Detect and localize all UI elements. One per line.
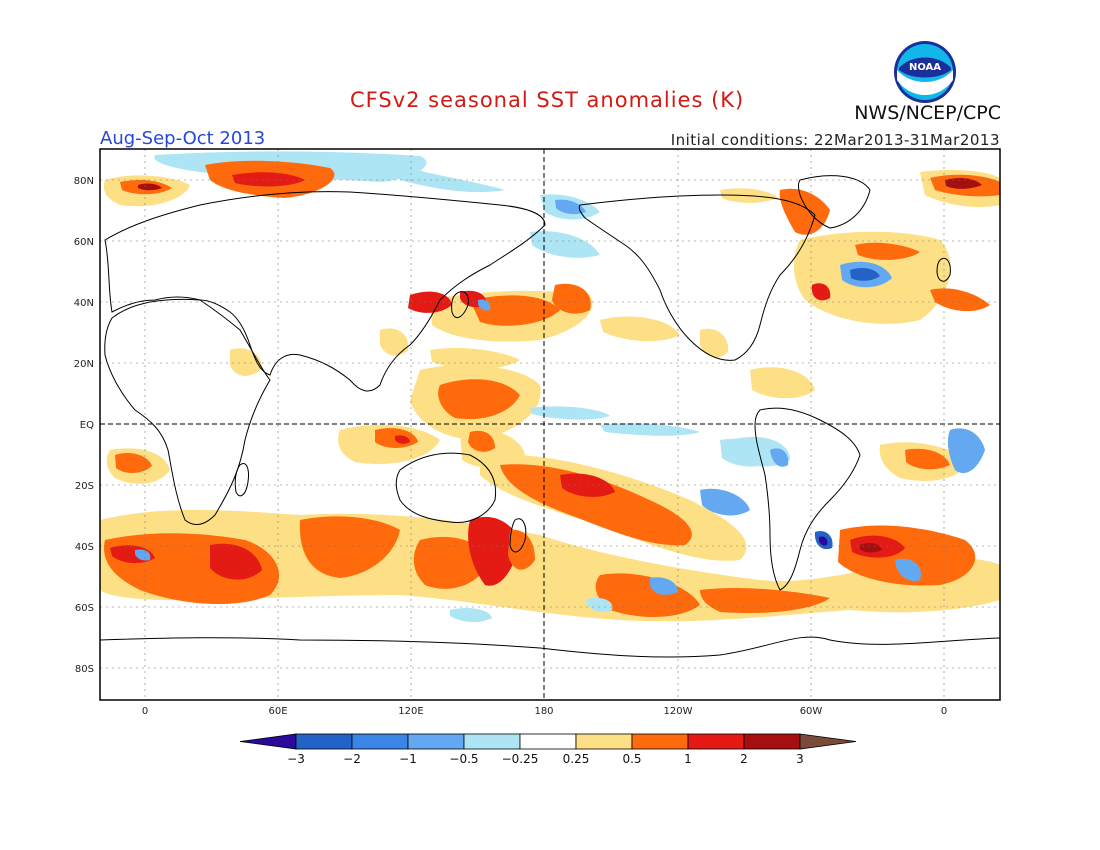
- lat-label: 20S: [75, 481, 94, 492]
- colorbar-upper-triangle: [799, 733, 857, 750]
- japan-outline: [451, 291, 469, 319]
- colorbar-label: 2: [740, 752, 748, 766]
- colorbar-segment: [687, 733, 745, 750]
- coastlines: [100, 175, 1000, 658]
- lon-label: 60E: [268, 706, 287, 717]
- lat-label: 20N: [74, 359, 94, 370]
- lon-label: 60W: [800, 706, 823, 717]
- lon-label: 120W: [664, 706, 693, 717]
- australia-outline: [395, 452, 497, 524]
- longitude-labels: 0 60E 120E 180 120W 60W 0: [142, 706, 947, 717]
- lon-label: 180: [534, 706, 553, 717]
- colorbar-segment: [631, 733, 689, 750]
- south-america-outline: [754, 407, 861, 591]
- reference-lines: [100, 149, 1000, 700]
- africa-outline: [104, 298, 271, 526]
- lon-label: 0: [142, 706, 148, 717]
- lat-label: 40S: [75, 542, 94, 553]
- initial-conditions-label: Initial conditions: 22Mar2013-31Mar2013: [670, 131, 1000, 149]
- lon-label: 0: [941, 706, 947, 717]
- lat-label: 80N: [74, 176, 94, 187]
- colorbar-segment: [295, 733, 353, 750]
- antarctica-outline: [100, 636, 1000, 658]
- lat-label: 60N: [74, 237, 94, 248]
- colorbar-label: 0.5: [622, 752, 641, 766]
- agency-label: NWS/NCEP/CPC: [854, 102, 1001, 124]
- noaa-logo: NOAA: [894, 41, 956, 103]
- colorbar-label: −0.25: [502, 752, 539, 766]
- colorbar-segment: [575, 733, 633, 750]
- colorbar-segment: [407, 733, 465, 750]
- lat-label: 60S: [75, 603, 94, 614]
- graticule: [100, 149, 1000, 700]
- lon-label: 120E: [398, 706, 423, 717]
- madagascar-outline: [234, 463, 249, 497]
- south-pacific-southern-warm: [595, 573, 700, 617]
- colorbar-label: 1: [684, 752, 692, 766]
- colorbar-label: −1: [399, 752, 417, 766]
- lat-label: EQ: [80, 420, 94, 431]
- colorbar-label: −2: [343, 752, 361, 766]
- greenland-outline: [798, 175, 871, 229]
- north-america-outline: [578, 194, 816, 361]
- colorbar: −3 −2 −1 −0.5 −0.25 0.25 0.5 1 2 3: [239, 733, 857, 766]
- lat-label: 40N: [74, 298, 94, 309]
- map-frame: [99, 148, 1001, 701]
- latitude-labels: 80N 60N 40N 20N EQ 20S 40S 60S 80S: [74, 176, 94, 675]
- colorbar-label: 3: [796, 752, 804, 766]
- colorbar-segment: [463, 733, 521, 750]
- colorbar-label: −0.5: [449, 752, 478, 766]
- colorbar-lower-triangle: [239, 733, 297, 750]
- colorbar-label: 0.25: [563, 752, 590, 766]
- colorbar-label: −3: [287, 752, 305, 766]
- britain-outline: [936, 257, 951, 282]
- colorbar-segment: [351, 733, 409, 750]
- lat-label: 80S: [75, 664, 94, 675]
- colorbar-segment: [519, 733, 577, 750]
- eurasia-outline: [104, 191, 546, 392]
- noaa-logo-text: NOAA: [909, 62, 941, 73]
- new-zealand-outline: [509, 518, 527, 553]
- map-title: CFSv2 seasonal SST anomalies (K): [350, 88, 745, 112]
- colorbar-segment: [743, 733, 801, 750]
- season-label: Aug-Sep-Oct 2013: [100, 128, 266, 149]
